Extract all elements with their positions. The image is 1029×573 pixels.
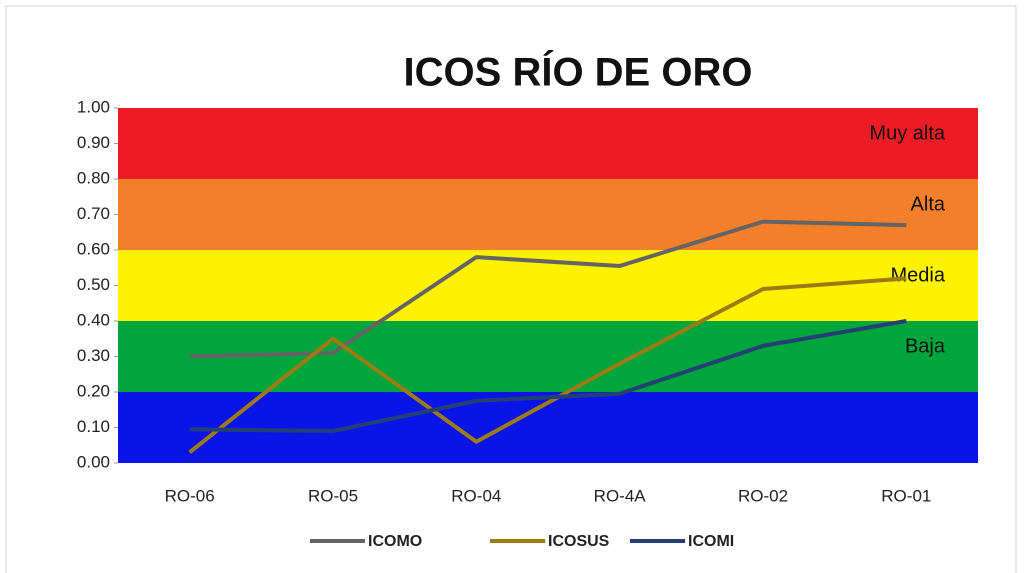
legend-label: ICOMO bbox=[368, 533, 422, 550]
y-tick-label: 0.80 bbox=[77, 168, 110, 187]
series-line bbox=[188, 276, 907, 454]
x-tick-label: RO-06 bbox=[165, 486, 215, 505]
x-tick-label: RO-01 bbox=[881, 486, 931, 505]
y-tick-label: 0.20 bbox=[77, 381, 110, 400]
y-tick-label: 0.90 bbox=[77, 133, 110, 152]
series-line bbox=[189, 319, 907, 434]
chart-title: ICOS RÍO DE ORO bbox=[404, 50, 753, 95]
y-tick-label: 1.00 bbox=[77, 97, 110, 116]
y-tick-label: 0.10 bbox=[77, 417, 110, 436]
legend-label: ICOMI bbox=[688, 533, 734, 550]
y-tick-label: 0.00 bbox=[77, 452, 110, 471]
risk-band bbox=[118, 179, 978, 250]
series-line bbox=[189, 219, 907, 359]
band-label: Alta bbox=[911, 193, 946, 215]
y-tick-label: 0.60 bbox=[77, 239, 110, 258]
y-tick-label: 0.40 bbox=[77, 310, 110, 329]
y-tick-label: 0.70 bbox=[77, 204, 110, 223]
band-label: Baja bbox=[905, 335, 946, 357]
x-tick-label: RO-04 bbox=[451, 486, 501, 505]
legend-label: ICOSUS bbox=[548, 533, 610, 550]
risk-band bbox=[118, 108, 978, 179]
y-tick-label: 0.50 bbox=[77, 275, 110, 294]
x-tick-label: RO-4A bbox=[594, 486, 647, 505]
band-label: Muy alta bbox=[869, 122, 945, 144]
x-tick-label: RO-05 bbox=[308, 486, 358, 505]
y-tick-label: 0.30 bbox=[77, 346, 110, 365]
band-label: Media bbox=[891, 264, 946, 286]
x-tick-label: RO-02 bbox=[738, 486, 788, 505]
